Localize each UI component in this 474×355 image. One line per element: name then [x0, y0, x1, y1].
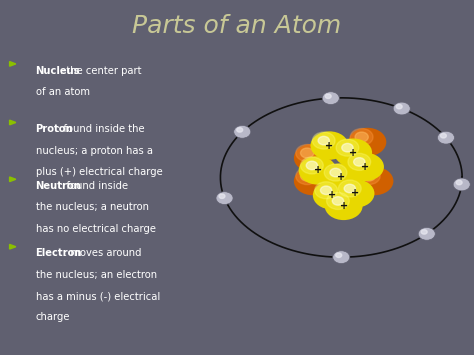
- Circle shape: [396, 104, 402, 109]
- Circle shape: [318, 136, 329, 145]
- Text: Nucleus: Nucleus: [36, 66, 80, 76]
- Text: the nucleus; a neutron: the nucleus; a neutron: [36, 202, 148, 212]
- Circle shape: [336, 139, 359, 156]
- Circle shape: [296, 144, 319, 162]
- Circle shape: [336, 253, 342, 257]
- Circle shape: [346, 153, 384, 181]
- Circle shape: [237, 128, 243, 132]
- Polygon shape: [9, 244, 16, 249]
- Text: has a minus (-) electrical: has a minus (-) electrical: [36, 291, 160, 301]
- Circle shape: [453, 178, 470, 191]
- Circle shape: [355, 132, 368, 142]
- Circle shape: [216, 192, 233, 204]
- Text: +: +: [313, 165, 322, 175]
- Circle shape: [354, 158, 365, 166]
- Circle shape: [234, 125, 251, 138]
- Circle shape: [334, 138, 372, 167]
- Circle shape: [356, 167, 393, 195]
- Circle shape: [312, 132, 335, 149]
- Circle shape: [342, 143, 353, 152]
- Circle shape: [320, 186, 332, 195]
- Text: charge: charge: [36, 312, 70, 322]
- Circle shape: [325, 192, 363, 220]
- Circle shape: [324, 164, 347, 181]
- Circle shape: [421, 230, 427, 234]
- Circle shape: [330, 168, 341, 177]
- Circle shape: [333, 251, 350, 263]
- Circle shape: [313, 181, 351, 209]
- Circle shape: [315, 182, 337, 199]
- Text: : the center part: : the center part: [60, 66, 142, 76]
- Polygon shape: [9, 177, 16, 182]
- Text: +: +: [339, 201, 348, 211]
- Circle shape: [301, 157, 323, 174]
- Circle shape: [296, 168, 319, 185]
- Text: : found inside the: : found inside the: [56, 124, 144, 134]
- Text: +: +: [349, 148, 357, 158]
- Text: the nucleus; an electron: the nucleus; an electron: [36, 270, 157, 280]
- Text: +: +: [351, 189, 360, 198]
- Text: +: +: [337, 173, 346, 182]
- Circle shape: [418, 228, 435, 240]
- Text: : moves around: : moves around: [64, 248, 141, 258]
- Circle shape: [301, 171, 314, 181]
- Text: plus (+) electrical charge: plus (+) electrical charge: [36, 167, 162, 177]
- Circle shape: [344, 184, 356, 193]
- Circle shape: [348, 128, 386, 156]
- Circle shape: [348, 153, 371, 170]
- Circle shape: [306, 161, 318, 170]
- Circle shape: [310, 131, 348, 160]
- Text: +: +: [328, 190, 336, 200]
- Text: : found inside: : found inside: [60, 181, 128, 191]
- Text: has no electrical charge: has no electrical charge: [36, 224, 155, 234]
- Text: Parts of an Atom: Parts of an Atom: [132, 14, 342, 38]
- Text: of an atom: of an atom: [36, 87, 90, 97]
- Circle shape: [294, 144, 332, 172]
- Text: Electron: Electron: [36, 248, 82, 258]
- Circle shape: [440, 133, 447, 138]
- Text: Neutron: Neutron: [36, 181, 82, 191]
- Circle shape: [357, 168, 380, 185]
- Circle shape: [325, 94, 331, 98]
- Circle shape: [301, 148, 314, 158]
- Text: nucleus; a proton has a: nucleus; a proton has a: [36, 146, 153, 155]
- Circle shape: [327, 192, 349, 209]
- Circle shape: [322, 163, 360, 192]
- Circle shape: [350, 129, 373, 146]
- Text: +: +: [361, 162, 369, 172]
- Circle shape: [456, 180, 462, 185]
- Text: +: +: [325, 141, 334, 151]
- Circle shape: [393, 102, 410, 115]
- Circle shape: [322, 92, 339, 104]
- Text: Proton: Proton: [36, 124, 73, 134]
- Circle shape: [338, 180, 361, 197]
- Polygon shape: [9, 120, 16, 125]
- Polygon shape: [9, 61, 16, 66]
- Circle shape: [332, 197, 344, 205]
- Circle shape: [299, 156, 337, 185]
- Circle shape: [438, 131, 455, 144]
- Circle shape: [219, 194, 225, 198]
- Circle shape: [337, 179, 374, 208]
- Circle shape: [294, 167, 332, 195]
- Circle shape: [362, 171, 375, 181]
